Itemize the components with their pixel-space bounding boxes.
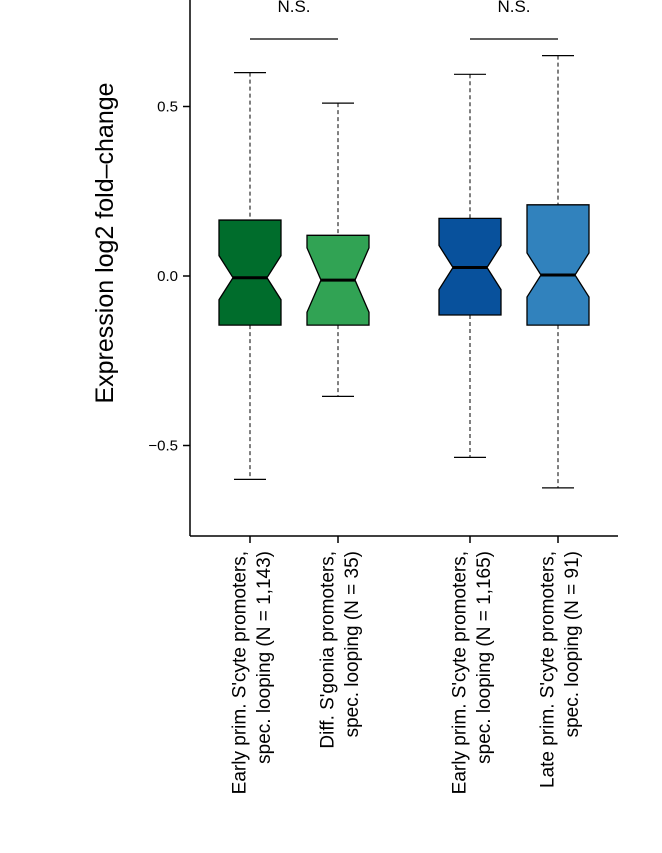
category-label-line2: spec. looping (N = 35) — [342, 551, 363, 737]
box — [526, 204, 590, 326]
category-label-line2: spec. looping (N = 1,143) — [254, 551, 275, 764]
box — [218, 219, 282, 326]
category-label: Late prim. S'cyte promoters, spec. loopin… — [537, 551, 583, 788]
category-label-line2: spec. looping (N = 91) — [562, 551, 583, 737]
category-label-line1: Early prim. S'cyte promoters, — [229, 551, 250, 794]
boxes — [218, 55, 590, 489]
axes: 0.5 0.0 −0.5 — [148, 0, 618, 537]
y-tick-label: 0.0 — [157, 268, 178, 285]
category-label: Diff. S'gonia promoters, spec. looping (N… — [317, 551, 363, 749]
y-axis-title: Expression log2 fold–change — [91, 82, 119, 403]
comparison-label: N.S. — [497, 0, 530, 16]
category-label-line1: Early prim. S'cyte promoters, — [449, 551, 470, 794]
category-label-line1: Late prim. S'cyte promoters, — [537, 551, 558, 788]
comparison-label: N.S. — [277, 0, 310, 16]
category-label-line2: spec. looping (N = 1,165) — [474, 551, 495, 764]
category-labels: Early prim. S'cyte promoters, spec. loopi… — [229, 536, 583, 794]
significance-annotations: N.S. N.S. — [250, 0, 558, 40]
category-label: Early prim. S'cyte promoters, spec. loopi… — [449, 551, 495, 794]
y-tick-label: −0.5 — [148, 438, 178, 455]
y-tick-label: 0.5 — [157, 99, 178, 116]
category-label-line1: Diff. S'gonia promoters, — [317, 551, 338, 749]
category-label: Early prim. S'cyte promoters, spec. loopi… — [229, 551, 275, 794]
